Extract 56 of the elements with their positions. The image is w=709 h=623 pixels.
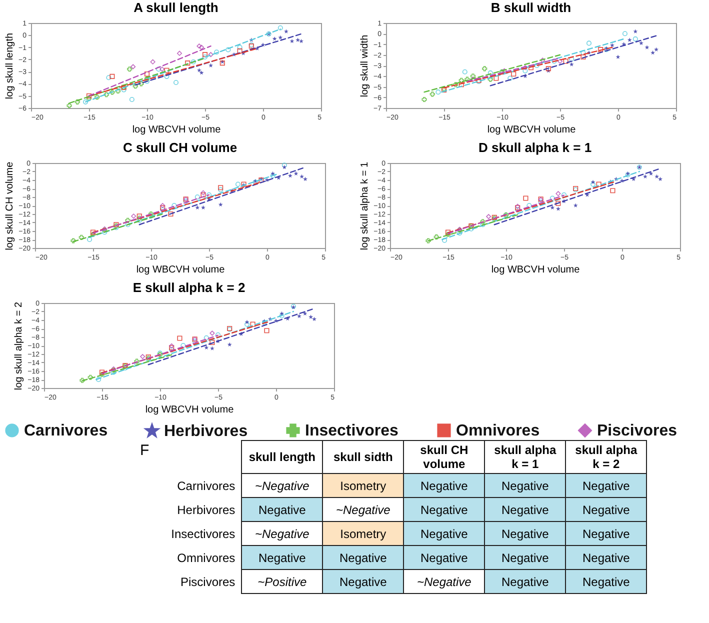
category-label: skull sidth (322, 440, 404, 474)
chart-title: D skull alpha k = 1 (478, 140, 592, 155)
text: Negative (582, 574, 630, 588)
category-label: Omnivores (177, 550, 236, 564)
text: Negative (501, 478, 549, 492)
y-axis-title: log skull length (4, 32, 16, 100)
text: Isometry (340, 526, 386, 540)
text: Negative (582, 526, 630, 540)
text: Isometry (340, 478, 386, 492)
category-label: skull alpha k = 1 (484, 440, 566, 474)
text: F (140, 442, 150, 459)
category-label: Piscivores (180, 574, 236, 588)
text: Negative (339, 574, 387, 588)
legend-label: Insectivores (305, 422, 398, 440)
text: ~Negative (254, 526, 310, 540)
text: Negative (582, 502, 630, 516)
text: Negative (420, 526, 468, 540)
text: Negative (258, 502, 306, 516)
text: Negative (501, 574, 549, 588)
text: Negative (420, 502, 468, 516)
legend-label: Omnivores (456, 422, 540, 440)
chart-title: E skull alpha k = 2 (132, 280, 246, 295)
legend-label: Piscivores (597, 422, 678, 440)
text: Negative (339, 550, 387, 564)
text: Negative (501, 502, 549, 516)
text: Negative (420, 550, 468, 564)
category-label: Insectivores (171, 526, 236, 540)
legend-label: Carnivores (24, 422, 108, 440)
text: ~Negative (416, 574, 472, 588)
x-axis-title: log WBCVH volume (487, 124, 576, 136)
x-axis-title: log WBCVH volume (145, 404, 234, 416)
text: Negative (501, 526, 549, 540)
category-label: Herbivores (177, 502, 236, 516)
category-label: skull alpha k = 2 (566, 440, 647, 474)
chart-title: A skull length (134, 0, 218, 15)
y-axis-title: log skull alpha k = 2 (14, 302, 25, 390)
y-axis-title: log skull width (360, 34, 371, 98)
text: ~Negative (254, 478, 310, 492)
category-label: skull CH volume (404, 440, 485, 474)
x-axis-title: log WBCVH volume (136, 264, 226, 276)
text: ~Negative (336, 502, 390, 516)
category-label: Carnivores (177, 478, 236, 492)
chart-title: C skull CH volume (122, 140, 238, 155)
y-axis-title: log skull CH volume (4, 161, 16, 250)
y-axis-title: log skull alpha k = 1 (360, 162, 371, 250)
x-axis-title: log WBCVH volume (132, 124, 222, 136)
text: Negative (582, 550, 630, 564)
text: Negative (501, 550, 549, 564)
legend-label: Herbivores (164, 422, 248, 440)
text: ~Positive (258, 574, 307, 588)
chart-title: B skull width (490, 0, 572, 15)
category-label: skull length (242, 440, 323, 474)
text: Negative (582, 478, 630, 492)
text: Negative (420, 478, 468, 492)
text: Negative (258, 550, 306, 564)
x-axis-title: log WBCVH volume (491, 264, 580, 276)
